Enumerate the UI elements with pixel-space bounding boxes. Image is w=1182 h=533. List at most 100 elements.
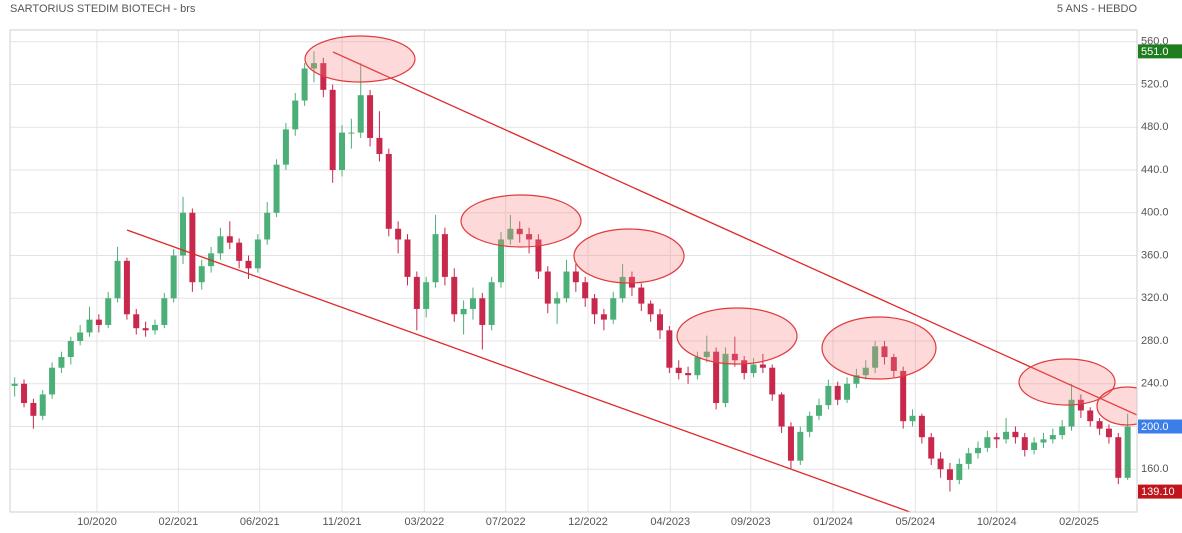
candle-body [226, 236, 233, 243]
candle-body [544, 271, 551, 304]
candle-body [348, 132, 355, 134]
candle-body [657, 314, 664, 331]
candle-body [1049, 435, 1056, 440]
candle-body [759, 364, 766, 368]
candle-body [731, 353, 738, 361]
candle-body [526, 234, 533, 240]
candle-body [441, 234, 448, 277]
x-tick-label: 07/2022 [486, 516, 526, 528]
x-tick-label: 06/2021 [240, 516, 280, 528]
candle-body [1012, 431, 1019, 438]
candle-body [647, 303, 654, 315]
candle-body [404, 239, 411, 277]
candle-body [180, 212, 187, 256]
candle-body [890, 357, 897, 371]
candle-body [254, 239, 261, 269]
price-tag-label: 200.0 [1141, 421, 1169, 433]
candle-body [628, 276, 635, 288]
candle-body [507, 228, 514, 240]
candle-body [535, 239, 542, 272]
y-tick-label: 240.0 [1141, 378, 1169, 390]
candle-body [376, 137, 383, 154]
candle-body [675, 367, 682, 374]
highlight [304, 35, 416, 83]
highlight [573, 228, 685, 284]
candle-body [750, 364, 757, 374]
highlight [1018, 358, 1116, 406]
y-tick-label: 160.0 [1141, 463, 1169, 475]
candle-body [563, 271, 570, 299]
candle-body [825, 385, 832, 406]
candle-body [310, 63, 317, 69]
candle-body [432, 234, 439, 283]
candle-body [1115, 437, 1122, 478]
price-tag [1138, 419, 1182, 434]
candle-body [282, 129, 289, 165]
candle-body [694, 357, 701, 376]
candle-body [797, 431, 804, 461]
y-tick-label: 480.0 [1141, 121, 1169, 133]
candle-body [862, 367, 869, 376]
candle-body [264, 212, 271, 240]
candle-body [58, 357, 65, 368]
candle-body [946, 469, 953, 480]
candle-body [1096, 421, 1103, 429]
candle-body [956, 463, 963, 480]
candle-body [1021, 437, 1028, 451]
candle-body [301, 68, 308, 101]
candle-body [170, 255, 177, 299]
candle-body [937, 458, 944, 470]
candle-body [451, 276, 458, 315]
candle-body [357, 95, 364, 133]
plot-frame [9, 29, 1138, 513]
candle-body [619, 276, 626, 299]
candle-body [778, 394, 785, 427]
x-tick-label: 10/2020 [77, 516, 117, 528]
candle-body [21, 383, 28, 403]
candle-body [554, 298, 561, 304]
candle-body [975, 447, 982, 454]
y-tick-label: 360.0 [1141, 249, 1169, 261]
candle-body [965, 453, 972, 464]
candle-body [1059, 426, 1066, 436]
candle-body [105, 298, 112, 325]
candle-body [993, 437, 1000, 440]
candle-body [245, 260, 252, 269]
candle-body [881, 346, 888, 358]
candle-body [39, 394, 46, 416]
candle-body [273, 164, 280, 213]
x-tick-label: 03/2022 [404, 516, 444, 528]
candle-body [1087, 410, 1094, 422]
candle-body [984, 437, 991, 448]
x-tick-label: 05/2024 [895, 516, 935, 528]
trend-line [126, 229, 911, 512]
chart-title: SARTORIUS STEDIM BIOTECH - brs [10, 3, 196, 15]
price-tag [1138, 484, 1182, 499]
grid [10, 30, 1137, 512]
highlight [1096, 386, 1137, 426]
candle-body [86, 319, 93, 333]
candle-body [816, 405, 823, 416]
candle-body [30, 402, 37, 416]
highlight [460, 194, 582, 248]
y-tick-label: 440.0 [1141, 164, 1169, 176]
candle-body [1003, 431, 1010, 440]
candle-body [1068, 399, 1075, 427]
highlight [821, 316, 937, 380]
candle-body [713, 351, 720, 403]
candle-body [114, 260, 121, 299]
x-tick-label: 11/2021 [323, 516, 362, 528]
candle-body [806, 415, 813, 432]
candle-body [95, 319, 102, 325]
highlight [676, 307, 798, 365]
candle-body [77, 332, 84, 342]
candle-body [666, 330, 673, 368]
candle-body [844, 383, 851, 400]
candle-body [161, 298, 168, 325]
candle-body [1031, 442, 1038, 451]
candle-body [582, 282, 589, 299]
candle-body [591, 298, 598, 315]
candle-body [1124, 426, 1131, 478]
candle-body [1040, 439, 1047, 443]
candle-body [853, 375, 860, 384]
